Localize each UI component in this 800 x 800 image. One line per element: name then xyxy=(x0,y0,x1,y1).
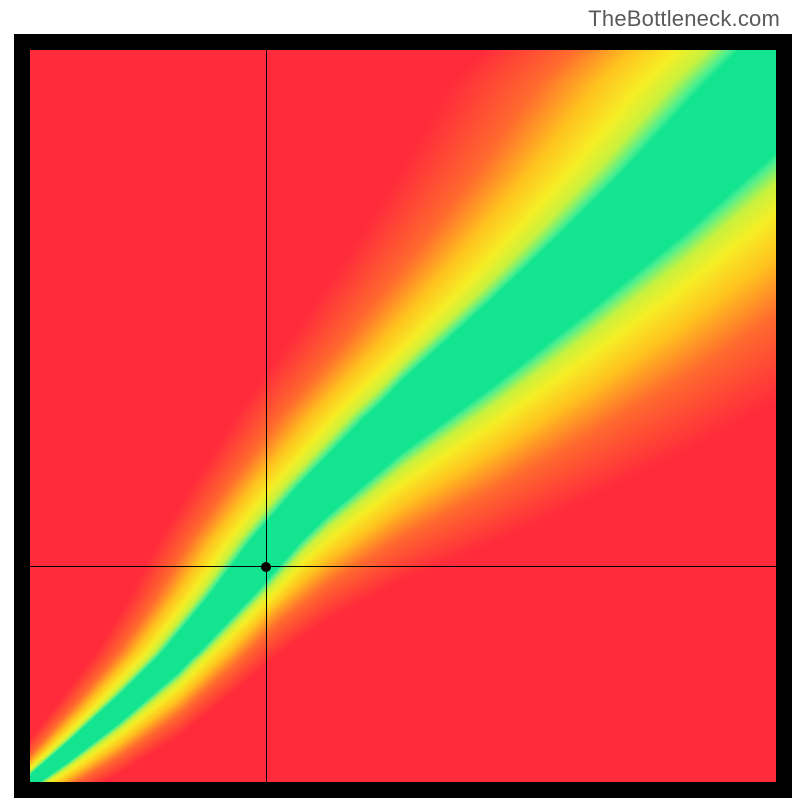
heatmap-canvas xyxy=(30,50,776,782)
crosshair-vertical xyxy=(266,50,267,782)
watermark-text: TheBottleneck.com xyxy=(588,6,780,32)
crosshair-horizontal xyxy=(30,566,776,567)
chart-container: TheBottleneck.com xyxy=(0,0,800,800)
